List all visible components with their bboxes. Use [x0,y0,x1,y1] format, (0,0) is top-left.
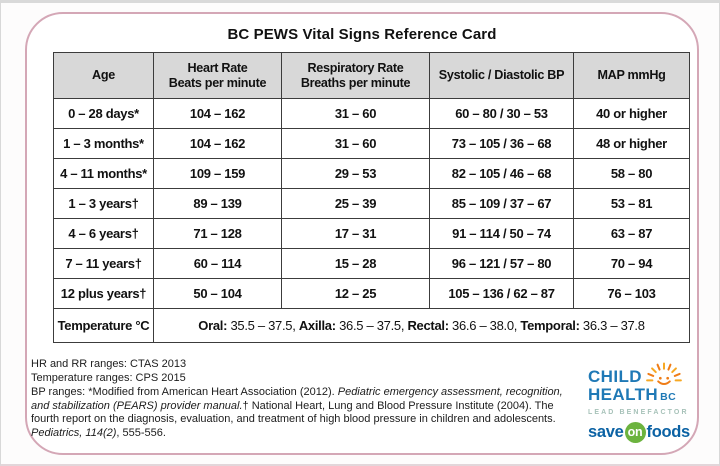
column-header-map: MAP mmHg [573,52,690,99]
table-row-0-28-days: 0 – 28 days* 104 – 162 31 – 60 60 – 80 /… [53,98,690,129]
logo-row-child: CHILD [588,361,718,385]
column-header-age: Age [53,52,154,99]
page-title: BC PEWS Vital Signs Reference Card [227,26,497,43]
bp-note-segment-italic: Pediatrics, 114(2) [31,427,117,440]
heart-rate-cell: 71 – 128 [153,218,282,249]
footnote-hr-rr-ranges: HR and RR ranges: CTAS 2013 [31,358,187,370]
bp-note-segment-italic: Pediatric emergency assessment, recognit… [31,385,563,412]
heart-rate-cell: 60 – 114 [153,248,282,279]
map-cell: 48 or higher [573,128,690,159]
on-circle-badge: on [624,422,646,443]
bp-note-segment: , 555-556. [116,427,166,440]
bp-note-segment: † National Heart, Lung and Blood Pressur… [31,399,556,426]
age-cell: 12 plus years† [53,278,154,309]
footnote-bp-ranges: BP ranges: *Modified from American Heart… [31,386,583,441]
age-cell: 1 – 3 years† [53,188,154,219]
respiratory-rate-cell: 15 – 28 [281,248,430,279]
table-row-4-11-months: 4 – 11 months* 109 – 159 29 – 53 82 – 10… [53,158,690,189]
blood-pressure-cell: 73 – 105 / 36 – 68 [429,128,574,159]
footnotes: HR and RR ranges: CTAS 2013 Temperature … [31,358,583,441]
temperature-label-cell: Temperature °C [53,308,154,343]
temperature-temporal: Temporal: 36.3 – 37.8 [520,318,645,333]
temperature-axilla: Axilla: 36.5 – 37.5 [299,318,408,333]
blood-pressure-cell: 60 – 80 / 30 – 53 [429,98,574,129]
table-row-1-3-months: 1 – 3 months* 104 – 162 31 – 60 73 – 105… [53,128,690,159]
blood-pressure-cell: 105 – 136 / 62 – 87 [429,278,574,309]
column-header-blood-pressure: Systolic / Diastolic BP [429,52,574,99]
map-cell: 40 or higher [573,98,690,129]
logo-row-health: HEALTH BC [588,386,718,403]
map-cell: 63 – 87 [573,218,690,249]
logo-health-text: HEALTH [588,385,659,404]
heart-rate-cell: 104 – 162 [153,128,282,159]
blood-pressure-cell: 91 – 114 / 50 – 74 [429,218,574,249]
respiratory-rate-cell: 29 – 53 [281,158,430,189]
save-on-foods-logo: save on foods [588,422,718,443]
blood-pressure-cell: 96 – 121 / 57 – 80 [429,248,574,279]
respiratory-rate-header-line2: Breaths per minute [300,75,411,90]
heart-rate-cell: 89 – 139 [153,188,282,219]
reference-card: BC PEWS Vital Signs Reference Card Age H… [25,12,699,455]
bp-note-segment: BP ranges: *Modified from American Heart… [31,385,338,398]
vital-signs-table: Age Heart Rate Beats per minute Respirat… [53,52,690,343]
map-cell: 76 – 103 [573,278,690,309]
temperature-oral: Oral: 35.5 – 37.5 [198,318,299,333]
heart-rate-cell: 109 – 159 [153,158,282,189]
respiratory-rate-cell: 17 – 31 [281,218,430,249]
map-cell: 53 – 81 [573,188,690,219]
age-cell: 0 – 28 days* [53,98,154,129]
sun-icon [646,362,682,385]
respiratory-rate-cell: 31 – 60 [281,128,430,159]
footnote-temperature-ranges: Temperature ranges: CPS 2015 [31,371,186,384]
logo-child-text: CHILD [588,367,642,386]
column-header-heart-rate: Heart Rate Beats per minute [153,52,282,99]
table-row-12-plus-years: 12 plus years† 50 – 104 12 – 25 105 – 13… [53,278,690,309]
map-cell: 70 – 94 [573,248,690,279]
blood-pressure-cell: 85 – 109 / 37 – 67 [429,188,574,219]
save-text: save [588,423,624,442]
heart-rate-header-line1: Heart Rate [187,60,248,75]
table-row-7-11-years: 7 – 11 years† 60 – 114 15 – 28 96 – 121 … [53,248,690,279]
blood-pressure-cell: 82 – 105 / 46 – 68 [429,158,574,189]
logo-bc-text: BC [660,391,677,403]
heart-rate-cell: 50 – 104 [153,278,282,309]
age-cell: 7 – 11 years† [53,248,154,279]
respiratory-rate-cell: 12 – 25 [281,278,430,309]
respiratory-rate-cell: 25 – 39 [281,188,430,219]
heart-rate-cell: 104 – 162 [153,98,282,129]
lead-benefactor-label: LEAD BENEFACTOR [588,409,689,416]
age-cell: 4 – 6 years† [53,218,154,249]
heart-rate-header-line2: Beats per minute [168,75,267,90]
respiratory-rate-cell: 31 – 60 [281,98,430,129]
table-row-4-6-years: 4 – 6 years† 71 – 128 17 – 31 91 – 114 /… [53,218,690,249]
map-cell: 58 – 80 [573,158,690,189]
table-row-1-3-years: 1 – 3 years† 89 – 139 25 – 39 85 – 109 /… [53,188,690,219]
temperature-values-cell: Oral: 35.5 – 37.5Axilla: 36.5 – 37.5Rect… [153,308,690,343]
foods-text: foods [646,423,691,442]
column-header-respiratory-rate: Respiratory Rate Breaths per minute [281,52,430,99]
age-cell: 1 – 3 months* [53,128,154,159]
table-header-row: Age Heart Rate Beats per minute Respirat… [53,52,690,99]
table-row-temperature: Temperature °C Oral: 35.5 – 37.5Axilla: … [53,308,690,343]
temperature-rectal: Rectal: 36.6 – 38.0 [407,318,520,333]
age-cell: 4 – 11 months* [53,158,154,189]
respiratory-rate-header-line1: Respiratory Rate [307,60,404,75]
child-health-bc-logo: CHILD [588,361,718,443]
